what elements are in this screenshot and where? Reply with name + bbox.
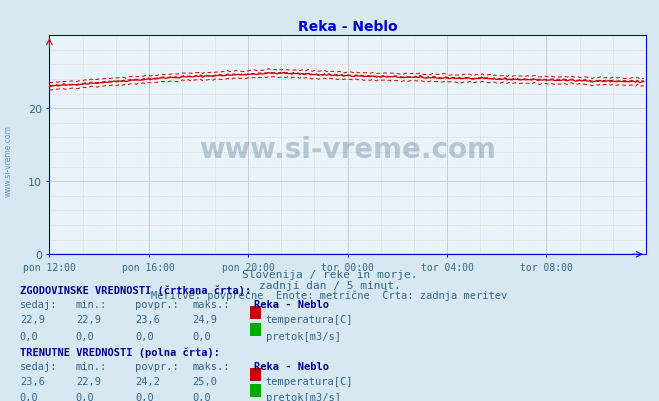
Text: 24,9: 24,9 <box>192 314 217 324</box>
Text: min.:: min.: <box>76 299 107 309</box>
Text: 0,0: 0,0 <box>135 392 154 401</box>
Text: 0,0: 0,0 <box>135 331 154 341</box>
Text: 0,0: 0,0 <box>20 392 38 401</box>
Text: 0,0: 0,0 <box>20 331 38 341</box>
Text: sedaj:: sedaj: <box>20 361 57 371</box>
Text: 22,9: 22,9 <box>20 314 45 324</box>
Text: temperatura[C]: temperatura[C] <box>266 314 353 324</box>
Text: 23,6: 23,6 <box>20 376 45 386</box>
Text: 22,9: 22,9 <box>76 314 101 324</box>
Text: Slovenija / reke in morje.: Slovenija / reke in morje. <box>242 269 417 279</box>
Text: www.si-vreme.com: www.si-vreme.com <box>199 136 496 164</box>
Text: 0,0: 0,0 <box>76 331 94 341</box>
Text: www.si-vreme.com: www.si-vreme.com <box>3 125 13 196</box>
Text: 0,0: 0,0 <box>192 331 211 341</box>
Text: povpr.:: povpr.: <box>135 299 179 309</box>
Text: 0,0: 0,0 <box>192 392 211 401</box>
Text: povpr.:: povpr.: <box>135 361 179 371</box>
Text: Reka - Neblo: Reka - Neblo <box>254 361 329 371</box>
Text: zadnji dan / 5 minut.: zadnji dan / 5 minut. <box>258 281 401 291</box>
Text: maks.:: maks.: <box>192 299 230 309</box>
Text: 22,9: 22,9 <box>76 376 101 386</box>
Text: temperatura[C]: temperatura[C] <box>266 376 353 386</box>
Text: ZGODOVINSKE VREDNOSTI (črtkana črta):: ZGODOVINSKE VREDNOSTI (črtkana črta): <box>20 284 251 295</box>
Text: 23,6: 23,6 <box>135 314 160 324</box>
Title: Reka - Neblo: Reka - Neblo <box>298 20 397 34</box>
Text: Meritve: povprečne  Enote: metrične  Črta: zadnja meritev: Meritve: povprečne Enote: metrične Črta:… <box>152 289 507 301</box>
Text: 0,0: 0,0 <box>76 392 94 401</box>
Text: sedaj:: sedaj: <box>20 299 57 309</box>
Text: TRENUTNE VREDNOSTI (polna črta):: TRENUTNE VREDNOSTI (polna črta): <box>20 347 219 358</box>
Text: pretok[m3/s]: pretok[m3/s] <box>266 331 341 341</box>
Text: 25,0: 25,0 <box>192 376 217 386</box>
Text: maks.:: maks.: <box>192 361 230 371</box>
Text: Reka - Neblo: Reka - Neblo <box>254 299 329 309</box>
Text: min.:: min.: <box>76 361 107 371</box>
Text: pretok[m3/s]: pretok[m3/s] <box>266 392 341 401</box>
Text: 24,2: 24,2 <box>135 376 160 386</box>
